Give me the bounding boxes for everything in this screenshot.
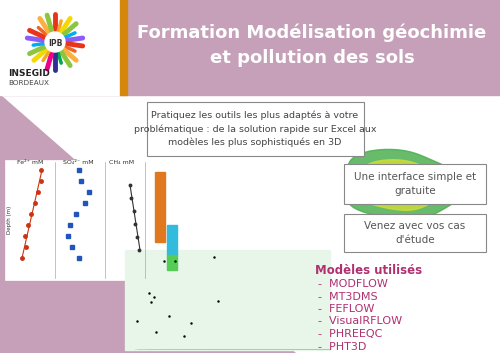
Polygon shape xyxy=(0,95,295,353)
Text: Une interface simple et
gratuite: Une interface simple et gratuite xyxy=(354,172,476,196)
Text: -  MT3DMS: - MT3DMS xyxy=(318,292,378,301)
Bar xyxy=(0,0,500,95)
Text: -  PHT3D: - PHT3D xyxy=(318,341,366,352)
Bar xyxy=(120,0,127,95)
Text: IPB: IPB xyxy=(48,38,62,48)
Bar xyxy=(5,160,185,280)
FancyBboxPatch shape xyxy=(147,102,364,156)
Text: -  VisualRFLOW: - VisualRFLOW xyxy=(318,317,402,327)
FancyBboxPatch shape xyxy=(344,164,486,204)
Text: Venez avec vos cas
d'étude: Venez avec vos cas d'étude xyxy=(364,221,466,245)
Text: et pollution des sols: et pollution des sols xyxy=(210,49,414,67)
Circle shape xyxy=(45,32,65,52)
Bar xyxy=(0,0,120,95)
Polygon shape xyxy=(385,177,415,193)
Bar xyxy=(167,255,177,270)
Text: -  FEFLOW: - FEFLOW xyxy=(318,304,374,314)
Text: Formation Modélisation géochimie: Formation Modélisation géochimie xyxy=(138,24,486,42)
Bar xyxy=(167,225,177,255)
Bar xyxy=(155,172,165,242)
Text: -  PHREEQC: - PHREEQC xyxy=(318,329,382,339)
Text: SO₄²⁻ mM: SO₄²⁻ mM xyxy=(62,161,94,166)
Bar xyxy=(125,250,330,350)
Polygon shape xyxy=(375,170,431,200)
Text: Modèles utilisés: Modèles utilisés xyxy=(315,263,422,276)
Text: -  MODFLOW: - MODFLOW xyxy=(318,279,388,289)
Text: CH₄ mM: CH₄ mM xyxy=(110,161,134,166)
Text: BORDEAUX: BORDEAUX xyxy=(8,80,49,86)
Polygon shape xyxy=(348,149,469,221)
Text: Fe²⁺ mM: Fe²⁺ mM xyxy=(17,161,43,166)
FancyBboxPatch shape xyxy=(344,214,486,252)
Text: Pratiquez les outils les plus adaptés à votre
problématique : de la solution rap: Pratiquez les outils les plus adaptés à … xyxy=(134,111,376,147)
Text: INSEGID: INSEGID xyxy=(8,70,50,78)
Polygon shape xyxy=(360,160,450,210)
Text: Depth (m): Depth (m) xyxy=(6,206,12,234)
